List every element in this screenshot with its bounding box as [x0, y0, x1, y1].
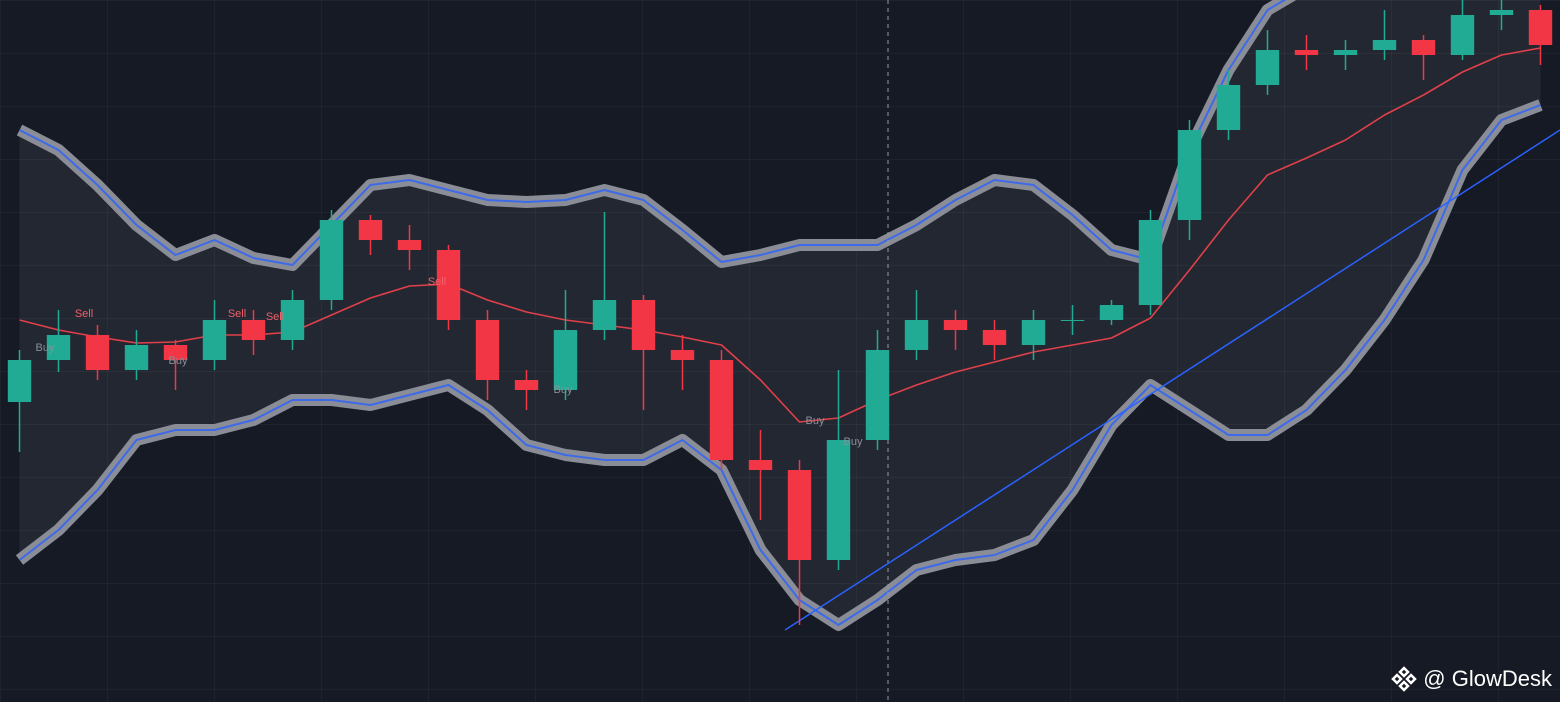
candle-body — [397, 240, 422, 250]
signal-label: Buy — [36, 342, 55, 354]
candle-body — [1333, 50, 1358, 55]
signal-label: Sell — [228, 308, 246, 320]
candle-body — [1060, 320, 1085, 321]
candle-body — [475, 320, 500, 380]
candle-body — [85, 335, 110, 370]
watermark-text: @ GlowDesk — [1423, 666, 1552, 691]
candle-body — [358, 220, 383, 240]
candle-body — [1255, 50, 1280, 85]
candle-body — [1138, 220, 1163, 305]
middle-band — [19, 47, 1541, 423]
band-fill — [19, 0, 1541, 625]
signal-label: Sell — [428, 276, 446, 288]
candle-body — [436, 250, 461, 320]
candle-body — [1021, 320, 1046, 345]
candle-body — [124, 345, 149, 370]
candle-body — [7, 360, 32, 402]
signal-label: Buy — [554, 384, 573, 396]
candle-body — [592, 300, 617, 330]
candle-body — [1294, 50, 1319, 55]
candle-body — [826, 440, 851, 560]
candle-body — [202, 320, 227, 360]
candle-body — [982, 330, 1007, 345]
candle-body — [1177, 130, 1202, 220]
candle-body — [1099, 305, 1124, 320]
signal-label: Sell — [266, 311, 284, 323]
candle-body — [943, 320, 968, 330]
logo — [1391, 666, 1418, 692]
signal-label: Sell — [75, 308, 93, 320]
bands — [15, 0, 1543, 631]
candle-body — [787, 470, 812, 560]
candle-body — [1372, 40, 1397, 50]
candle-body — [904, 320, 929, 350]
candle-body — [865, 350, 890, 440]
candle-body — [319, 220, 344, 300]
candle-body — [1489, 10, 1514, 15]
candle-body — [1411, 40, 1436, 55]
upper-band-edge — [19, 0, 1287, 266]
candle-body — [1528, 10, 1553, 45]
lower-band-edge — [18, 104, 1541, 626]
candle-body — [631, 300, 656, 350]
candle-body — [709, 360, 734, 460]
watermark: @ GlowDesk — [1391, 666, 1552, 692]
candle-body — [46, 335, 71, 360]
candle-body — [514, 380, 539, 390]
candle-body — [553, 330, 578, 390]
trendline — [784, 129, 1560, 631]
signal-label: Buy — [169, 355, 188, 367]
signal-label: Buy — [844, 436, 863, 448]
candle-body — [241, 320, 266, 340]
signal-label: Buy — [806, 415, 825, 427]
candle-body — [1450, 15, 1475, 55]
candle-body — [1216, 85, 1241, 130]
candle-body — [280, 300, 305, 340]
candle-body — [163, 345, 188, 360]
candle-body — [670, 350, 695, 360]
candle-body — [748, 460, 773, 470]
